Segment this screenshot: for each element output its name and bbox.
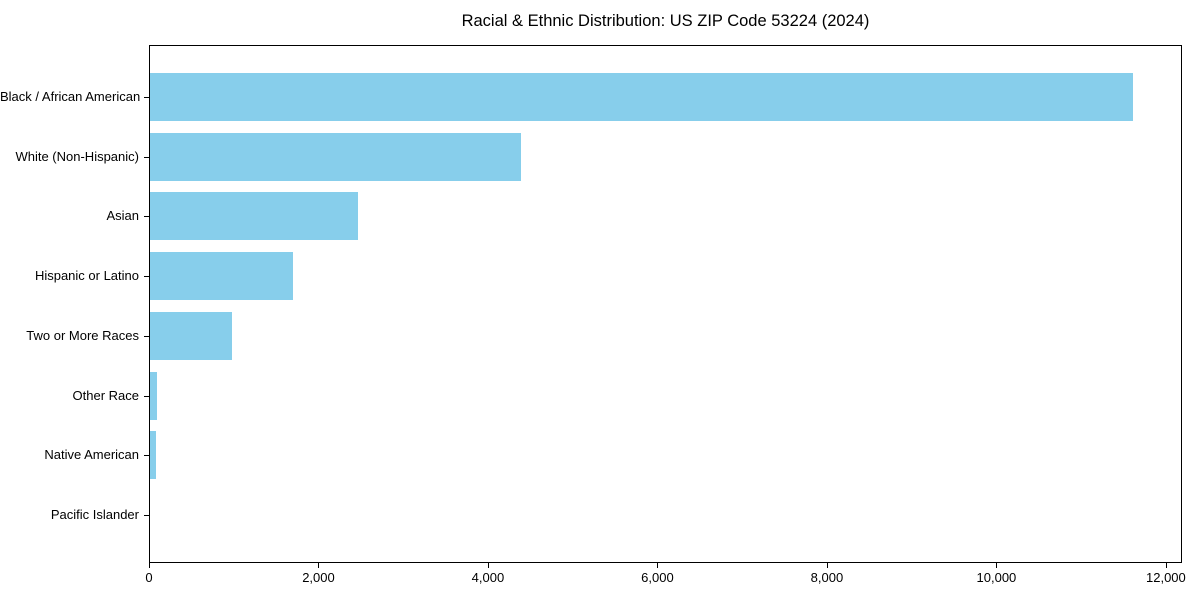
x-tick-mark [826, 563, 828, 568]
y-tick-mark [144, 514, 149, 516]
bar [150, 192, 358, 241]
y-axis-label: Hispanic or Latino [34, 268, 139, 284]
y-tick-mark [144, 335, 149, 337]
x-axis-tick-label: 8,000 [810, 570, 844, 585]
bar [150, 371, 157, 420]
x-tick-mark [1165, 563, 1167, 568]
x-tick-mark [318, 563, 320, 568]
bar [150, 431, 156, 480]
y-tick-mark [144, 97, 149, 98]
y-axis-label: Black / African American [0, 89, 141, 104]
x-axis-tick-label: 6,000 [641, 570, 674, 585]
x-tick-mark [657, 563, 659, 568]
y-tick-mark [144, 395, 149, 397]
x-axis-tick-label: 2,000 [302, 570, 335, 585]
bar [150, 132, 521, 181]
chart-title: Racial & Ethnic Distribution: US ZIP Cod… [461, 12, 870, 30]
y-axis-label: Pacific Islander [50, 506, 139, 522]
y-axis-label: Native American [44, 447, 139, 463]
x-tick-mark [996, 563, 998, 568]
y-axis-label: Two or More Races [26, 327, 139, 343]
y-axis-label: White (Non-Hispanic) [15, 148, 139, 164]
x-axis-tick-label: 4,000 [471, 570, 505, 585]
x-tick-mark [149, 563, 150, 568]
y-axis-label: Other Race [72, 387, 139, 403]
x-tick-mark [487, 563, 489, 568]
y-tick-mark [144, 156, 149, 158]
y-tick-mark [144, 455, 149, 457]
bar [150, 73, 1133, 121]
y-axis-label: Asian [106, 208, 139, 224]
y-tick-mark [144, 216, 149, 218]
x-axis-tick-label: 0 [145, 570, 153, 585]
bar [150, 311, 232, 360]
bar [150, 252, 293, 301]
x-axis-tick-label: 12,000 [1146, 570, 1186, 585]
x-axis-tick-label: 10,000 [976, 570, 1017, 585]
y-tick-mark [144, 276, 149, 278]
plot-area [149, 45, 1182, 563]
